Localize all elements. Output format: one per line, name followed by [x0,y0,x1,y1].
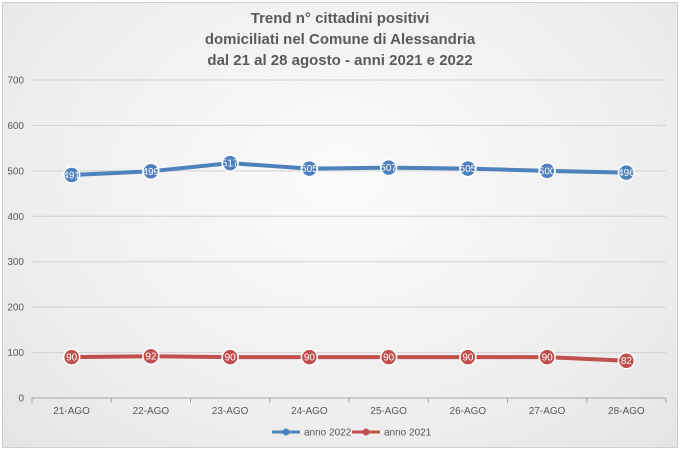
axes: 0 100 200 300 400 500 600 700 21-AGO 22-AGO 23-AGO… [7,76,667,417]
data-label: 90 [225,353,237,364]
chart-title-line-1: Trend n° cittadini positivi [251,10,430,27]
legend: anno 2022 anno 2021 [272,428,432,439]
data-label: 500 [539,166,556,177]
data-point [459,348,477,366]
series-1: 491 499 517 505 507 505 500 496 [62,154,636,184]
series-line [69,354,629,363]
data-point [221,348,239,366]
y-tick-label: 500 [7,166,24,177]
data-label: 517 [222,159,239,170]
data-point [300,159,319,178]
x-tick-label: 28-AGO [608,406,645,417]
gridlines [32,79,666,399]
chart-title-line-2: domiciliati nel Comune di Alessandria [205,31,476,48]
y-tick-label: 200 [7,303,24,314]
x-tick-label: 27-AGO [529,406,566,417]
data-label: 90 [462,353,474,364]
data-label: 507 [380,163,397,174]
y-tick-label: 100 [7,348,24,359]
data-label: 90 [304,353,316,364]
x-tick-label: 24-AGO [291,406,328,417]
y-tick-label: 0 [18,394,24,405]
data-point [300,348,319,366]
legend-swatch-marker [362,428,370,436]
x-tick-label: 26-AGO [450,406,487,417]
y-tick-label: 700 [7,76,24,87]
data-point [62,348,81,366]
legend-item: anno 2022 [272,428,352,439]
data-label: 505 [460,164,477,175]
y-tick-label: 600 [7,121,24,132]
x-tick-label: 22-AGO [133,406,170,417]
data-label: 90 [66,353,78,364]
data-point [617,351,636,370]
y-tick-label: 400 [7,212,24,223]
data-label: 82 [621,356,633,367]
data-label: 505 [301,164,318,175]
data-label: 92 [145,352,157,363]
series-line [69,161,629,177]
x-tick-label: 25-AGO [370,406,407,417]
data-label: 90 [542,353,554,364]
data-point [538,162,556,180]
data-point [142,347,160,365]
data-point [538,348,556,366]
chart-title: Trend n° cittadini positivi domiciliati … [205,10,476,69]
data-point [617,163,636,182]
data-point [221,154,239,172]
data-point [379,158,398,177]
legend-swatch-marker [282,428,290,436]
data-label: 90 [383,353,395,364]
legend-item: anno 2021 [352,428,432,439]
data-point [379,348,398,366]
legend-label: anno 2021 [384,428,432,439]
data-label: 499 [143,167,160,178]
data-label: 491 [63,170,80,181]
series-lines: 491 499 517 505 507 505 500 496 90 92 90 90 90 90 90 82 [62,154,636,370]
x-tick-label: 23-AGO [212,406,249,417]
x-tick-label: 21-AGO [53,406,90,417]
data-point [459,159,477,178]
series-2: 90 92 90 90 90 90 90 82 [62,347,636,370]
data-point [62,166,81,184]
y-tick-label: 300 [7,257,24,268]
data-label: 496 [618,168,635,179]
chart-title-line-3: dal 21 al 28 agosto - anni 2021 e 2022 [207,52,472,69]
legend-label: anno 2022 [304,428,352,439]
data-point [142,162,160,181]
